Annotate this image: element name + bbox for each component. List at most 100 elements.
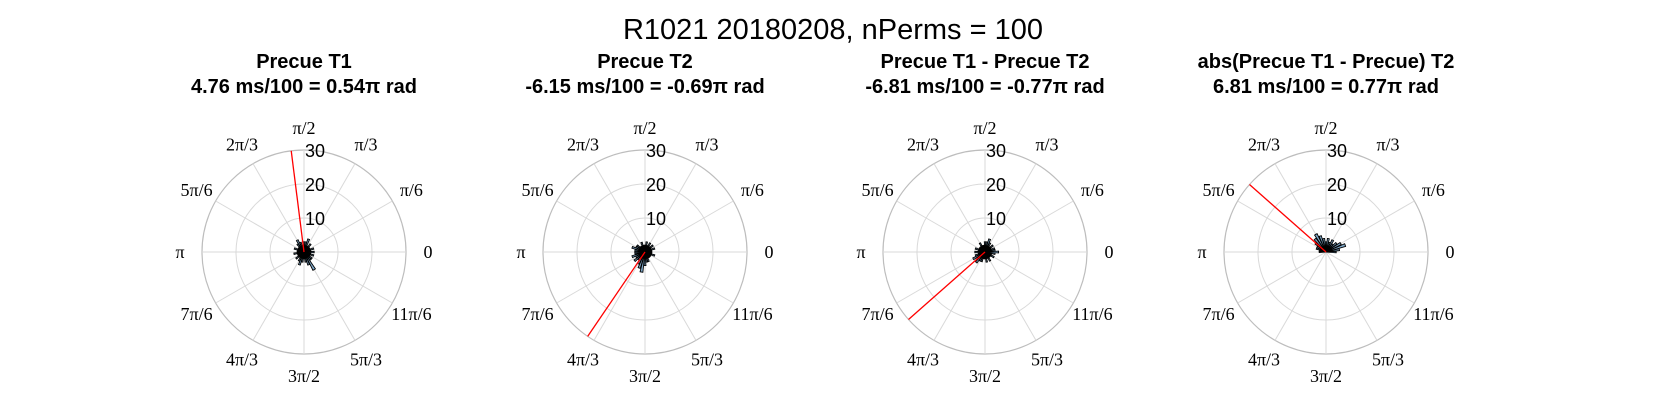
- radial-tick-label: 10: [646, 209, 666, 229]
- polar-panel-3: Precue T1 - Precue T2 -6.81 ms/100 = -0.7…: [856, 51, 1113, 386]
- angle-tick-label: π: [175, 242, 184, 262]
- panel-subtitle: -6.15 ms/100 = -0.69π rad: [525, 76, 764, 98]
- grid-spoke: [1325, 251, 1378, 341]
- histogram-bar: [984, 250, 1000, 254]
- figure-title: R1021 20180208, nPerms = 100: [623, 14, 1043, 46]
- histogram-bar: [297, 251, 305, 266]
- histogram-bar: [1318, 251, 1327, 253]
- angle-tick-label: 5π/6: [862, 180, 894, 200]
- radial-tick-label: 30: [305, 141, 325, 161]
- angle-tick-label: 0: [424, 242, 433, 262]
- grid-spoke: [593, 251, 646, 341]
- panel-title: abs(Precue T1 - Precue) T2: [1198, 51, 1455, 73]
- radial-tick-label: 20: [1327, 175, 1347, 195]
- angle-tick-label: π: [1197, 242, 1206, 262]
- angle-tick-label: 0: [765, 242, 774, 262]
- angle-tick-label: 7π/6: [1203, 304, 1235, 324]
- angle-tick-label: 3π/2: [288, 366, 320, 386]
- angle-tick-label: 11π/6: [732, 304, 772, 324]
- angle-tick-label: 5π/3: [350, 349, 382, 369]
- angle-tick-label: π/2: [633, 118, 656, 138]
- mean-vector-line: [587, 251, 646, 337]
- angle-tick-label: 2π/3: [226, 135, 258, 155]
- angle-tick-label: 0: [1105, 242, 1114, 262]
- polar-panel-1: Precue T1 4.76 ms/100 = 0.54π rad 10 20 30 0 π…: [175, 51, 432, 386]
- angle-tick-label: π/6: [1081, 180, 1104, 200]
- grid-spoke: [984, 163, 1037, 253]
- grid-spoke: [984, 200, 1074, 253]
- angle-tick-label: π/2: [1314, 118, 1337, 138]
- radial-tick-label: 20: [305, 175, 325, 195]
- radial-tick-label: 20: [646, 175, 666, 195]
- grid-spoke: [303, 251, 393, 304]
- histogram-bar: [643, 251, 647, 267]
- angle-tick-label: 3π/2: [1310, 366, 1342, 386]
- radial-tick-label: 30: [1327, 141, 1347, 161]
- angle-tick-label: 11π/6: [391, 304, 431, 324]
- angle-tick-label: 3π/2: [629, 366, 661, 386]
- angle-tick-label: 5π/3: [1031, 349, 1063, 369]
- polar-panels: Precue T1 4.76 ms/100 = 0.54π rad 10 20 30 0 π…: [175, 51, 1454, 386]
- grid-spoke: [1274, 251, 1327, 341]
- angle-tick-label: π: [856, 242, 865, 262]
- radial-tick-label: 10: [1327, 209, 1347, 229]
- grid-spoke: [1237, 200, 1327, 253]
- histogram-bar: [1325, 237, 1330, 253]
- grid-spoke: [556, 251, 646, 304]
- panel-subtitle: 6.81 ms/100 = 0.77π rad: [1213, 76, 1439, 98]
- angle-tick-label: 4π/3: [567, 349, 599, 369]
- panel-subtitle: -6.81 ms/100 = -0.77π rad: [865, 76, 1104, 98]
- grid-spoke: [644, 163, 697, 253]
- grid-spoke: [252, 163, 305, 253]
- grid-spoke: [556, 200, 646, 253]
- angle-tick-label: 5π/3: [1372, 349, 1404, 369]
- polar-panel-4: abs(Precue T1 - Precue) T2 6.81 ms/100 = …: [1197, 51, 1454, 386]
- histogram-bar: [974, 250, 986, 254]
- angle-tick-label: 5π/6: [1203, 180, 1235, 200]
- polar-panel-2: Precue T2 -6.15 ms/100 = -0.69π rad 10 20 30…: [516, 51, 773, 386]
- grid-spoke: [984, 251, 1074, 304]
- angle-tick-label: π/2: [292, 118, 315, 138]
- angle-tick-label: 5π/6: [181, 180, 213, 200]
- angle-tick-label: 7π/6: [862, 304, 894, 324]
- panel-subtitle: 4.76 ms/100 = 0.54π rad: [191, 76, 417, 98]
- mean-vector-line: [290, 150, 305, 253]
- grid-spoke: [593, 163, 646, 253]
- angle-tick-label: 11π/6: [1072, 304, 1112, 324]
- histogram-bar: [303, 238, 311, 253]
- grid-spoke: [1237, 251, 1327, 304]
- angle-tick-label: π/6: [400, 180, 423, 200]
- angle-tick-label: 0: [1446, 242, 1455, 262]
- angle-tick-label: 5π/6: [522, 180, 554, 200]
- histogram-bar: [983, 241, 987, 253]
- angle-tick-label: 4π/3: [226, 349, 258, 369]
- grid-spoke: [1325, 251, 1415, 304]
- panel-title: Precue T1 - Precue T2: [881, 51, 1090, 73]
- grid-spoke: [215, 251, 305, 304]
- angle-tick-label: π/6: [741, 180, 764, 200]
- angle-tick-label: π: [516, 242, 525, 262]
- grid-spoke: [644, 251, 734, 304]
- grid-spoke: [252, 251, 305, 341]
- angle-tick-label: π/3: [695, 135, 718, 155]
- angle-tick-label: 7π/6: [522, 304, 554, 324]
- grid-spoke: [215, 200, 305, 253]
- angle-tick-label: π/6: [1422, 180, 1445, 200]
- radial-tick-label: 20: [986, 175, 1006, 195]
- histogram-bar: [644, 251, 653, 255]
- radial-tick-label: 10: [305, 209, 325, 229]
- histogram-bar: [984, 238, 992, 253]
- angle-tick-label: π/3: [354, 135, 377, 155]
- grid-spoke: [984, 251, 1037, 341]
- panel-title: Precue T1: [256, 51, 352, 73]
- histogram-bar: [984, 251, 996, 256]
- angle-tick-label: 4π/3: [1248, 349, 1280, 369]
- histogram-bar: [303, 250, 315, 254]
- histogram-bar: [631, 245, 646, 253]
- radial-tick-label: 30: [646, 141, 666, 161]
- angle-tick-label: 11π/6: [1413, 304, 1453, 324]
- angle-tick-label: π/3: [1376, 135, 1399, 155]
- histogram-bar: [639, 251, 646, 273]
- angle-tick-label: π/3: [1035, 135, 1058, 155]
